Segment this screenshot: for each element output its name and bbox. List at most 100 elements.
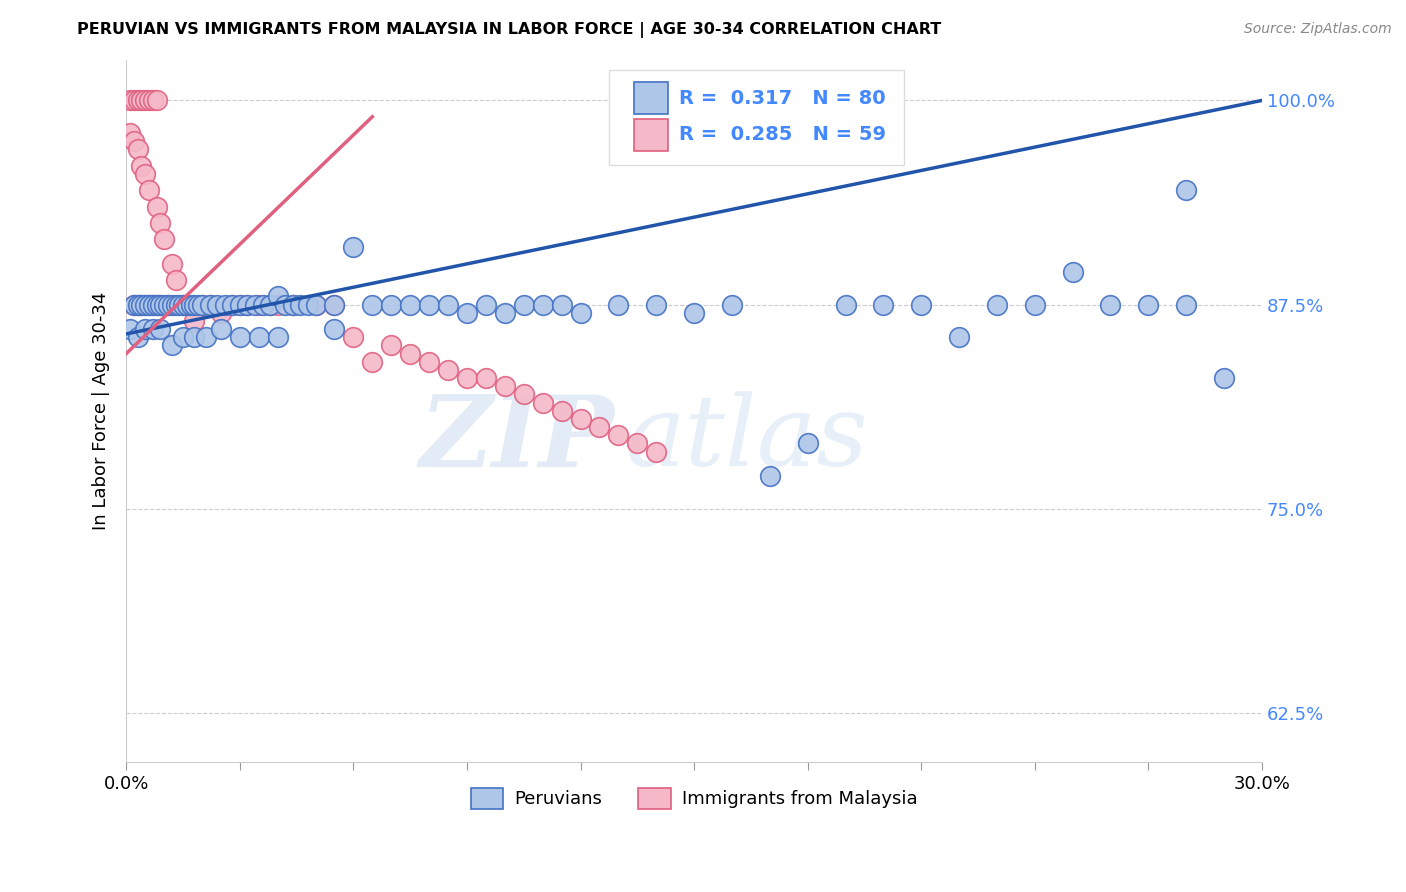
Point (475, 297, 498, 311)
Point (198, 297, 221, 311)
Point (160, 297, 183, 311)
Point (1062, 265, 1084, 279)
Point (229, 297, 252, 311)
Point (1175, 183, 1198, 197)
Point (531, 395, 554, 409)
Point (145, 200, 167, 214)
Point (214, 297, 236, 311)
Point (183, 297, 205, 311)
Point (607, 297, 630, 311)
Point (361, 297, 384, 311)
Point (380, 338, 402, 352)
Point (872, 297, 894, 311)
Point (169, 297, 191, 311)
Text: atlas: atlas (626, 391, 869, 486)
Point (134, 167, 156, 181)
Point (122, 134, 145, 148)
Text: R =  0.317   N = 80: R = 0.317 N = 80 (679, 88, 886, 108)
Point (131, 297, 153, 311)
Point (361, 354, 384, 368)
Point (1099, 297, 1122, 311)
Point (418, 297, 440, 311)
Point (290, 297, 312, 311)
Point (145, 94, 167, 108)
Point (323, 297, 346, 311)
Point (145, 297, 167, 311)
Point (187, 297, 209, 311)
Point (304, 297, 326, 311)
Point (172, 330, 194, 344)
Point (127, 94, 149, 108)
Point (645, 297, 668, 311)
Point (198, 297, 221, 311)
Point (1024, 297, 1046, 311)
Point (236, 297, 259, 311)
Point (259, 297, 281, 311)
Y-axis label: In Labor Force | Age 30-34: In Labor Force | Age 30-34 (93, 292, 110, 530)
Point (156, 297, 179, 311)
Point (153, 232, 176, 246)
Point (494, 306, 516, 320)
Point (160, 338, 183, 352)
Point (304, 297, 326, 311)
Point (683, 306, 706, 320)
Legend: Peruvians, Immigrants from Malaysia: Peruvians, Immigrants from Malaysia (464, 780, 925, 816)
Point (176, 297, 198, 311)
Text: ZIP: ZIP (419, 391, 614, 487)
Point (165, 273, 187, 287)
Point (142, 94, 165, 108)
Point (156, 297, 179, 311)
Point (399, 297, 422, 311)
Point (626, 436, 648, 450)
Bar (634, 82, 668, 114)
Point (221, 297, 243, 311)
Point (134, 94, 156, 108)
Point (259, 297, 281, 311)
Point (134, 322, 156, 336)
Point (149, 297, 172, 311)
Point (134, 297, 156, 311)
Point (165, 297, 187, 311)
Point (153, 297, 176, 311)
Point (437, 363, 460, 377)
Point (986, 297, 1008, 311)
Point (550, 403, 572, 417)
Point (1213, 371, 1236, 385)
Point (267, 289, 290, 303)
Point (229, 297, 252, 311)
Point (138, 183, 160, 197)
Point (131, 94, 153, 108)
Point (236, 297, 259, 311)
Point (588, 420, 610, 434)
Point (323, 322, 346, 336)
Point (172, 297, 194, 311)
Point (122, 297, 145, 311)
Point (138, 94, 160, 108)
Point (149, 297, 172, 311)
Point (149, 322, 172, 336)
Point (127, 330, 149, 344)
Point (1137, 297, 1160, 311)
Point (191, 297, 214, 311)
Point (569, 412, 592, 426)
Point (297, 297, 319, 311)
Point (191, 297, 214, 311)
Point (342, 330, 364, 344)
Text: Source: ZipAtlas.com: Source: ZipAtlas.com (1244, 22, 1392, 37)
Point (180, 297, 202, 311)
Point (281, 297, 304, 311)
FancyBboxPatch shape (609, 70, 904, 165)
Point (127, 297, 149, 311)
Point (145, 297, 167, 311)
Point (948, 330, 970, 344)
Point (205, 297, 228, 311)
Point (475, 371, 498, 385)
Point (149, 216, 172, 230)
Point (267, 297, 290, 311)
Point (418, 354, 440, 368)
Text: PERUVIAN VS IMMIGRANTS FROM MALAYSIA IN LABOR FORCE | AGE 30-34 CORRELATION CHAR: PERUVIAN VS IMMIGRANTS FROM MALAYSIA IN … (77, 22, 942, 38)
Point (131, 297, 153, 311)
Point (437, 297, 460, 311)
Point (1175, 297, 1198, 311)
Point (122, 297, 145, 311)
